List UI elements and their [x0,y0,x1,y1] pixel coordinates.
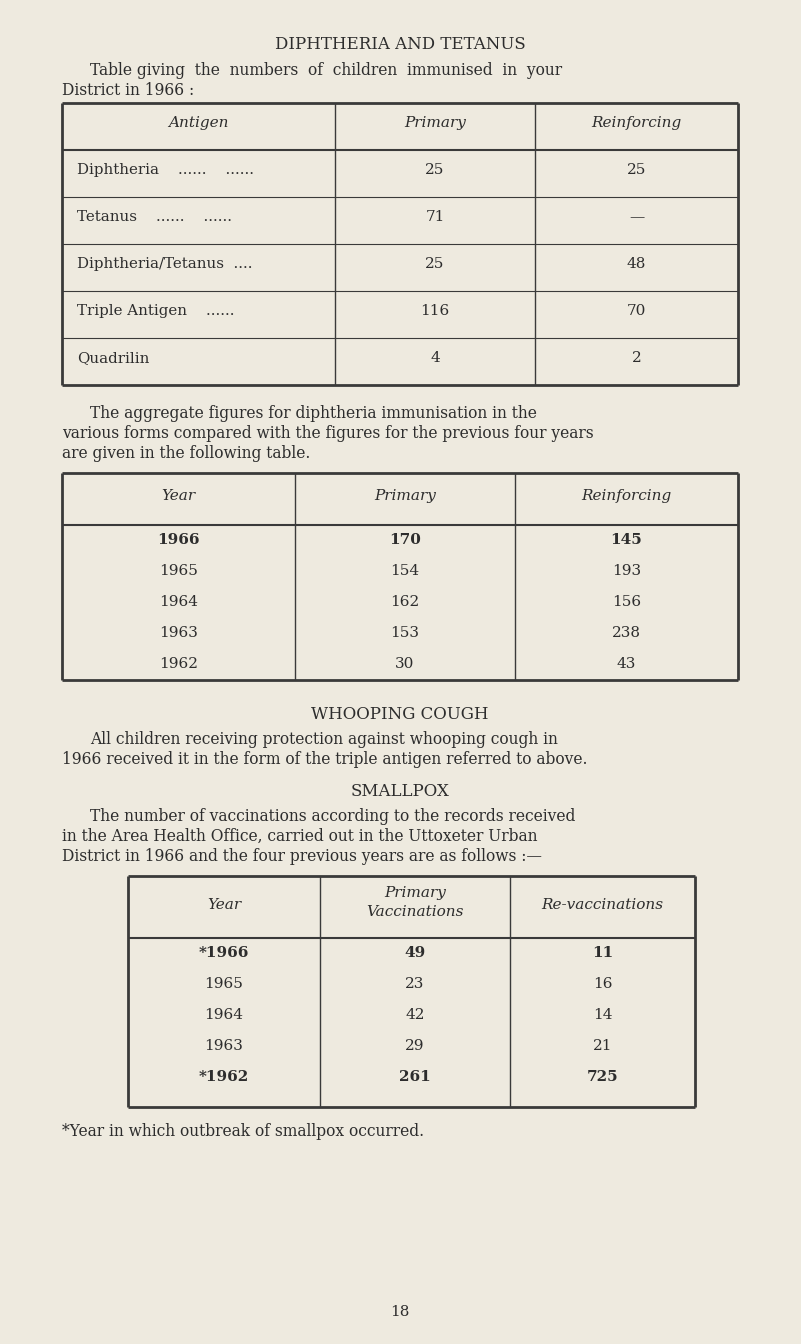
Text: 1963: 1963 [204,1039,244,1052]
Text: Triple Antigen    ......: Triple Antigen ...... [77,304,235,319]
Text: Reinforcing: Reinforcing [591,116,682,130]
Text: The aggregate figures for diphtheria immunisation in the: The aggregate figures for diphtheria imm… [90,405,537,422]
Text: 145: 145 [610,534,642,547]
Text: 14: 14 [593,1008,612,1021]
Text: 71: 71 [425,210,445,224]
Text: —: — [629,210,644,224]
Text: 261: 261 [399,1070,431,1085]
Text: Diphtheria    ......    ......: Diphtheria ...... ...... [77,163,254,177]
Text: 725: 725 [586,1070,618,1085]
Text: 156: 156 [612,595,641,609]
Text: *Year in which outbreak of smallpox occurred.: *Year in which outbreak of smallpox occu… [62,1124,424,1140]
Text: 193: 193 [612,564,641,578]
Text: 25: 25 [627,163,646,177]
Text: 170: 170 [389,534,421,547]
Text: All children receiving protection against whooping cough in: All children receiving protection agains… [90,731,557,749]
Text: 238: 238 [612,626,641,640]
Text: 162: 162 [390,595,420,609]
Text: 1966 received it in the form of the triple antigen referred to above.: 1966 received it in the form of the trip… [62,751,587,767]
Text: 49: 49 [405,946,425,960]
Text: Diphtheria/Tetanus  ....: Diphtheria/Tetanus .... [77,257,252,271]
Text: various forms compared with the figures for the previous four years: various forms compared with the figures … [62,425,594,442]
Text: Reinforcing: Reinforcing [582,489,671,503]
Text: 154: 154 [390,564,420,578]
Text: 25: 25 [425,257,445,271]
Text: 153: 153 [391,626,420,640]
Text: SMALLPOX: SMALLPOX [351,784,449,800]
Text: DIPHTHERIA AND TETANUS: DIPHTHERIA AND TETANUS [275,36,525,52]
Text: 29: 29 [405,1039,425,1052]
Text: 1964: 1964 [159,595,198,609]
Text: 1964: 1964 [204,1008,244,1021]
Text: 48: 48 [627,257,646,271]
Text: Primary: Primary [374,489,436,503]
Text: District in 1966 and the four previous years are as follows :—: District in 1966 and the four previous y… [62,848,541,866]
Text: 1966: 1966 [157,534,199,547]
Text: Vaccinations: Vaccinations [366,905,464,919]
Text: *1966: *1966 [199,946,249,960]
Text: Re-vaccinations: Re-vaccinations [541,898,663,913]
Text: Year: Year [207,898,241,913]
Text: 16: 16 [593,977,612,991]
Text: Antigen: Antigen [168,116,229,130]
Text: District in 1966 :: District in 1966 : [62,82,195,99]
Text: 1962: 1962 [159,657,198,671]
Text: 42: 42 [405,1008,425,1021]
Text: WHOOPING COUGH: WHOOPING COUGH [312,706,489,723]
Text: 21: 21 [593,1039,612,1052]
Text: 23: 23 [405,977,425,991]
Text: 1965: 1965 [159,564,198,578]
Text: 43: 43 [617,657,636,671]
Text: 30: 30 [396,657,415,671]
Text: *1962: *1962 [199,1070,249,1085]
Text: 1963: 1963 [159,626,198,640]
Text: Quadrilin: Quadrilin [77,351,149,366]
Text: 70: 70 [627,304,646,319]
Text: Year: Year [162,489,195,503]
Text: 116: 116 [421,304,449,319]
Text: Tetanus    ......    ......: Tetanus ...... ...... [77,210,232,224]
Text: Primary: Primary [404,116,466,130]
Text: are given in the following table.: are given in the following table. [62,445,310,462]
Text: 4: 4 [430,351,440,366]
Text: 11: 11 [592,946,613,960]
Text: in the Area Health Office, carried out in the Uttoxeter Urban: in the Area Health Office, carried out i… [62,828,537,845]
Text: The number of vaccinations according to the records received: The number of vaccinations according to … [90,808,575,825]
Text: 25: 25 [425,163,445,177]
Text: 18: 18 [390,1305,409,1318]
Text: Primary: Primary [384,886,446,900]
Text: Table giving  the  numbers  of  children  immunised  in  your: Table giving the numbers of children imm… [90,62,562,79]
Text: 2: 2 [632,351,642,366]
Text: 1965: 1965 [204,977,244,991]
